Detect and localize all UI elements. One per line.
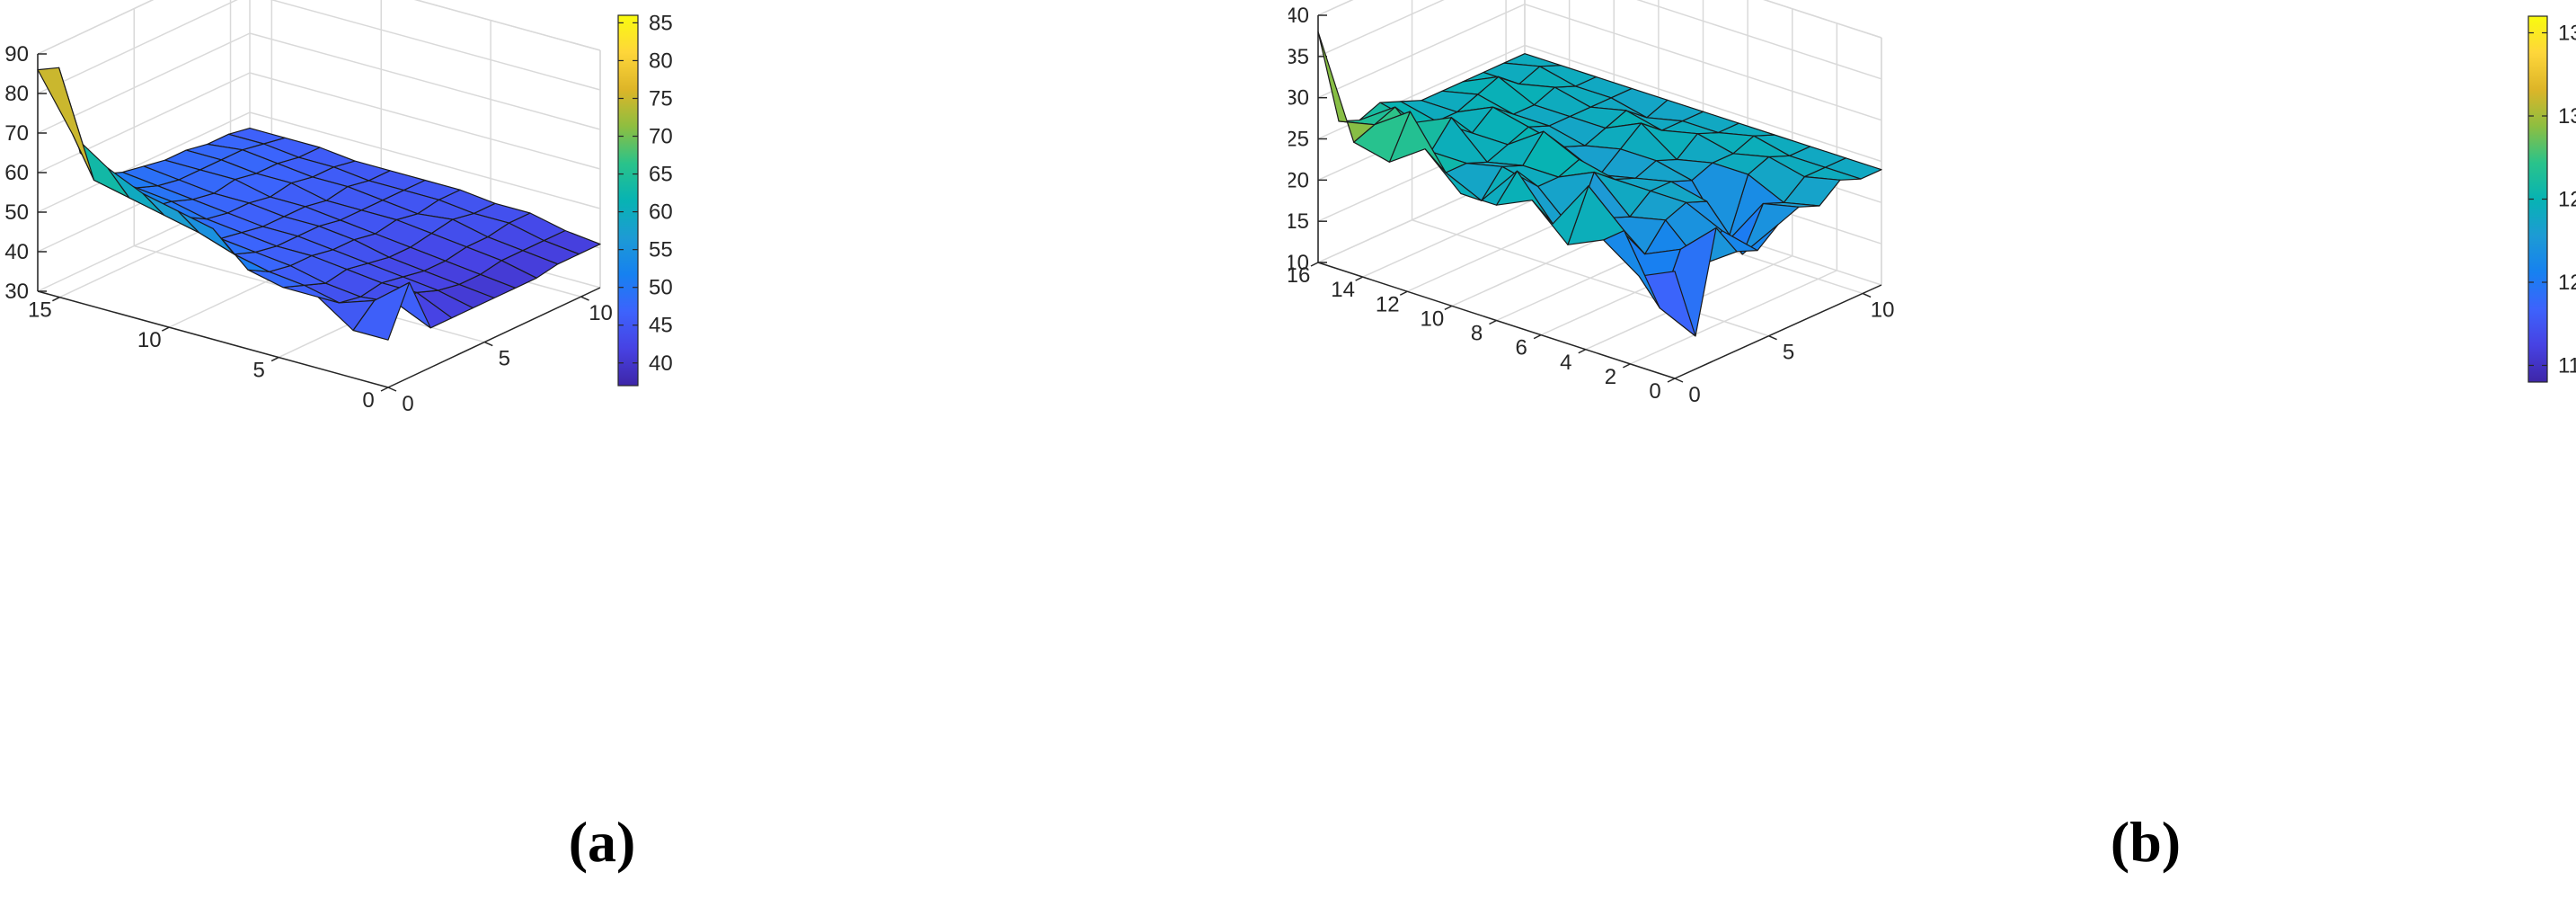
- chart-panel-b: 0 2 4 6 8 10 12 14 16 0 5 10 110 115 120 125 130 135 140 11…: [1288, 0, 2576, 898]
- surface: [37, 67, 601, 341]
- x-tick-mark: [1399, 290, 1408, 296]
- x-tick-label: 6: [1515, 336, 1527, 360]
- surface-plot-a: 0 5 10 15 0 5 10 30 40 50 60 70 80 90 40 45 50 55 60 65 70 75…: [4, 0, 673, 416]
- x-tick-mark: [1623, 363, 1631, 369]
- colorbar: 115 120 125 130 135: [2527, 15, 2576, 383]
- y-axis-line: [1674, 284, 1882, 379]
- y-tick-mark: [580, 296, 589, 301]
- x-axis-line: [37, 290, 389, 388]
- z-tick-label: 90: [4, 42, 29, 67]
- colorbar-tick-label: 115: [2558, 354, 2576, 378]
- axes: 0 2 4 6 8 10 12 14 16 0 5 10 110 115 120 125 130 135 140: [1288, 4, 1894, 407]
- x-tick-mark: [380, 387, 389, 392]
- y-tick-mark: [483, 341, 493, 347]
- x-tick-label: 0: [1649, 379, 1660, 404]
- y-tick-label: 10: [589, 301, 613, 325]
- z-tick-label: 40: [4, 240, 29, 264]
- x-tick-label: 2: [1605, 365, 1616, 389]
- x-tick-label: 8: [1471, 322, 1483, 346]
- surface-plot-b: 0 2 4 6 8 10 12 14 16 0 5 10 110 115 120 125 130 135 140 11…: [1288, 0, 2576, 407]
- y-tick-label: 5: [1783, 341, 1794, 365]
- colorbar-tick-label: 125: [2558, 188, 2576, 212]
- x-tick-label: 14: [1331, 278, 1355, 302]
- y-tick-mark: [1768, 335, 1777, 341]
- surface-patch: [1317, 31, 1376, 143]
- x-tick-mark: [1355, 276, 1363, 281]
- chart-panel-a: 0 5 10 15 0 5 10 30 40 50 60 70 80 90 40 45 50 55 60 65 70 75…: [4, 0, 673, 874]
- x-tick-mark: [1533, 333, 1542, 340]
- z-tick-label: 50: [4, 200, 29, 225]
- z-tick-label: 30: [4, 280, 29, 304]
- surface: [1317, 31, 1882, 337]
- x-tick-mark: [161, 326, 170, 332]
- colorbar-tick-label: 65: [649, 163, 673, 187]
- x-tick-label: 5: [252, 359, 264, 383]
- x-tick-label: 10: [1421, 307, 1445, 331]
- x-tick-label: 4: [1560, 351, 1571, 375]
- z-tick-label: 110: [1288, 251, 1309, 275]
- z-tick-label: 120: [1288, 168, 1309, 192]
- x-tick-mark: [1444, 305, 1453, 311]
- z-tick-label: 125: [1288, 128, 1309, 152]
- y-tick-mark: [1674, 378, 1684, 383]
- x-tick-mark: [1578, 349, 1587, 354]
- x-tick-label: 15: [28, 298, 52, 323]
- x-tick-label: 0: [362, 388, 374, 413]
- colorbar-tick-label: 70: [649, 125, 673, 149]
- z-tick-label: 135: [1288, 45, 1309, 69]
- colorbar-tick-label: 75: [649, 86, 673, 111]
- panel-label-b: (b): [2110, 810, 2182, 874]
- y-axis-line: [387, 287, 601, 388]
- z-tick-label: 130: [1288, 86, 1309, 111]
- colorbar-tick-label: 120: [2558, 271, 2576, 295]
- z-tick-label: 70: [4, 121, 29, 146]
- surface-patch: [37, 67, 95, 181]
- x-tick-label: 12: [1376, 292, 1400, 316]
- colorbar-tick-label: 40: [649, 351, 673, 376]
- y-tick-mark: [387, 387, 397, 392]
- z-tick-label: 60: [4, 161, 29, 185]
- x-tick-mark: [1667, 378, 1676, 383]
- colorbar-tick-label: 60: [649, 200, 673, 225]
- panel-label-a: (a): [568, 810, 636, 874]
- x-tick-mark: [52, 297, 60, 302]
- x-tick-mark: [270, 356, 279, 362]
- colorbar-gradient: [617, 14, 639, 387]
- z-tick-label: 115: [1288, 209, 1309, 234]
- colorbar: 40 45 50 55 60 65 70 75 80 85: [617, 11, 673, 387]
- colorbar-tick-label: 45: [649, 314, 673, 338]
- colorbar-tick-label: 50: [649, 276, 673, 300]
- axes: 0 5 10 15 0 5 10 30 40 50 60 70 80 90: [4, 42, 613, 416]
- colorbar-tick-label: 135: [2558, 22, 2576, 46]
- colorbar-tick-label: 80: [649, 49, 673, 73]
- colorbar-tick-label: 55: [649, 238, 673, 262]
- y-tick-label: 0: [1688, 383, 1700, 407]
- x-tick-mark: [1310, 262, 1319, 267]
- z-tick-label: 140: [1288, 4, 1309, 28]
- z-tick-label: 80: [4, 82, 29, 106]
- y-tick-label: 10: [1871, 298, 1895, 322]
- colorbar-tick-label: 85: [649, 11, 673, 35]
- y-tick-mark: [1862, 292, 1872, 298]
- y-tick-label: 0: [402, 392, 413, 416]
- x-tick-label: 10: [137, 328, 162, 352]
- x-tick-label: 16: [1288, 263, 1310, 288]
- x-tick-mark: [1489, 319, 1497, 325]
- y-tick-label: 5: [499, 347, 510, 371]
- colorbar-tick-label: 130: [2558, 104, 2576, 129]
